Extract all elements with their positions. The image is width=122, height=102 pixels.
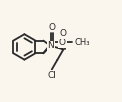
Text: Cl: Cl [47,71,56,80]
Text: N: N [47,41,54,50]
Text: O: O [59,38,66,47]
Text: O: O [48,23,55,32]
Text: CH₃: CH₃ [74,38,90,47]
Text: O: O [60,29,67,38]
